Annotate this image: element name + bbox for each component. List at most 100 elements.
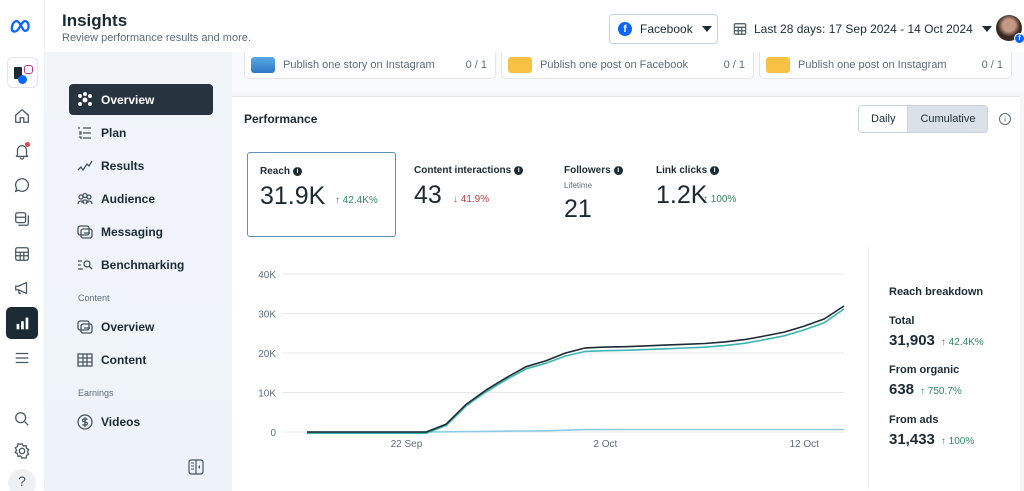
story-icon	[251, 57, 275, 73]
metric-card-reach[interactable]: Reach i 31.9K ↑ 42.4K%	[247, 152, 396, 237]
sidebar-item-content-overview[interactable]: Overview	[69, 311, 213, 342]
reach-line-chart: 0 10K 20K 30K 40K 22 Sep 2 Oct 12 Oct	[258, 270, 845, 450]
chevron-down-icon	[701, 26, 712, 32]
sidebar-item-label: Plan	[101, 125, 127, 140]
page-subtitle: Review performance results and more.	[62, 32, 251, 44]
sidebar-item-label: Messaging	[101, 224, 164, 239]
calendar-icon	[733, 23, 747, 35]
insights-icon[interactable]	[6, 307, 38, 339]
metric-value: 43	[414, 181, 442, 209]
metric-delta: ↓ 41.9%	[453, 194, 490, 205]
info-icon: i	[293, 167, 303, 176]
notifications-icon[interactable]	[8, 137, 36, 165]
breakdown-value: 31,903 ↑ 42.4K%	[889, 332, 984, 349]
date-range-label: Last 28 days: 17 Sep 2024 - 14 Oct 2024	[754, 22, 973, 36]
facebook-icon	[18, 75, 27, 84]
info-icon[interactable]: i	[999, 113, 1011, 125]
instagram-icon	[24, 65, 33, 74]
meta-logo-icon[interactable]	[9, 16, 37, 36]
cumulative-toggle-button[interactable]: Cumulative	[908, 106, 988, 132]
content-table-icon	[77, 352, 93, 367]
date-range-picker[interactable]: Last 28 days: 17 Sep 2024 - 14 Oct 2024	[733, 14, 992, 44]
search-icon[interactable]	[8, 405, 36, 433]
sidebar-item-plan[interactable]: Plan	[69, 117, 213, 148]
y-tick-label: 10K	[258, 389, 276, 400]
task-label: Publish one story on Instagram	[283, 59, 435, 71]
x-tick-label: 12 Oct	[789, 439, 819, 450]
platform-select[interactable]: f Facebook	[609, 14, 718, 44]
performance-card: Performance Daily Cumulative i Reach i 31…	[232, 96, 1020, 491]
task-label: Publish one post on Instagram	[798, 59, 947, 71]
sidebar-item-overview[interactable]: Overview	[69, 84, 213, 115]
task-card[interactable]: Publish one story on Instagram 0 / 1	[244, 52, 496, 79]
sidebar-item-label: Results	[101, 158, 145, 173]
overview-icon	[78, 91, 92, 106]
metric-label: Link clicks i	[656, 165, 720, 176]
messaging-icon	[77, 224, 93, 239]
y-tick-label: 0	[270, 428, 276, 439]
daily-toggle-button[interactable]: Daily	[859, 106, 909, 132]
post-icon	[766, 57, 790, 73]
ads-icon[interactable]	[8, 274, 36, 302]
breakdown-title: Reach breakdown	[889, 286, 984, 298]
sidebar-item-results[interactable]: Results	[69, 150, 213, 181]
sidebar-item-label: Overview	[101, 92, 155, 107]
breakdown-value: 31,433 ↑ 100%	[889, 431, 975, 448]
metric-label: Content interactions i	[414, 165, 524, 176]
metric-card-followers[interactable]: Followers i Lifetime 21	[552, 152, 642, 237]
collapse-sidebar-icon[interactable]	[188, 459, 204, 475]
metric-delta: ↑ 42.4K%	[335, 195, 378, 206]
sidebar-item-label: Benchmarking	[101, 257, 185, 272]
dollar-icon	[77, 413, 93, 430]
help-icon[interactable]: ?	[8, 469, 36, 491]
sidebar-item-label: Audience	[101, 191, 156, 206]
task-card[interactable]: Publish one post on Facebook 0 / 1	[501, 52, 754, 79]
info-icon: i	[514, 166, 524, 175]
platform-select-value: Facebook	[640, 22, 693, 36]
settings-icon[interactable]	[8, 437, 36, 465]
main-content: Publish one story on Instagram 0 / 1 Pub…	[232, 52, 1024, 491]
reach-breakdown-panel: Reach breakdown Total 31,903 ↑ 42.4K% Fro…	[868, 247, 1018, 489]
task-progress: 0 / 1	[723, 59, 745, 71]
metric-sublabel: Lifetime	[564, 181, 593, 190]
sidebar-item-messaging[interactable]: Messaging	[69, 216, 213, 247]
breakdown-label: From ads	[889, 414, 939, 426]
task-list: Publish one story on Instagram 0 / 1 Pub…	[232, 52, 1024, 92]
sidebar-item-audience[interactable]: Audience	[69, 183, 213, 214]
y-tick-label: 40K	[258, 270, 276, 281]
notification-dot	[25, 142, 30, 147]
page-header: Insights Review performance results and …	[45, 0, 1024, 52]
metric-value: 31.9K	[260, 182, 326, 210]
breakdown-label: From organic	[889, 364, 960, 376]
series-line-reach	[307, 305, 845, 433]
metric-card-link-clicks[interactable]: Link clicks i 1.2K ↑ 100%	[644, 152, 774, 237]
section-label-earnings: Earnings	[78, 388, 114, 398]
performance-title: Performance	[244, 112, 318, 126]
content-icon[interactable]	[8, 205, 36, 233]
sidebar-item-content[interactable]: Content	[69, 344, 213, 375]
account-thumbnail	[14, 67, 22, 79]
metric-label: Followers i	[564, 165, 623, 176]
metric-value: 21	[564, 195, 592, 223]
post-icon	[508, 57, 532, 73]
metric-card-content-interactions[interactable]: Content interactions i 43 ↓ 41.9%	[402, 152, 547, 237]
content-overview-icon	[77, 319, 93, 334]
messages-icon[interactable]	[8, 171, 36, 199]
sidebar-item-benchmarking[interactable]: Benchmarking	[69, 249, 213, 280]
menu-icon[interactable]	[8, 344, 36, 372]
breakdown-label: Total	[889, 315, 915, 327]
sidebar-item-videos[interactable]: Videos	[69, 406, 213, 437]
metric-label: Reach i	[260, 166, 303, 177]
page-title: Insights	[62, 11, 128, 30]
home-icon[interactable]	[8, 102, 36, 130]
info-icon: i	[613, 166, 623, 175]
planner-icon[interactable]	[8, 240, 36, 268]
avatar[interactable]: f	[996, 15, 1024, 44]
task-card[interactable]: Publish one post on Instagram 0 / 1	[759, 52, 1012, 79]
series-line-ads	[307, 308, 845, 435]
sidebar-item-label: Overview	[101, 319, 155, 334]
results-icon	[77, 160, 93, 171]
account-switcher[interactable]	[7, 57, 38, 88]
y-tick-label: 20K	[258, 349, 276, 360]
